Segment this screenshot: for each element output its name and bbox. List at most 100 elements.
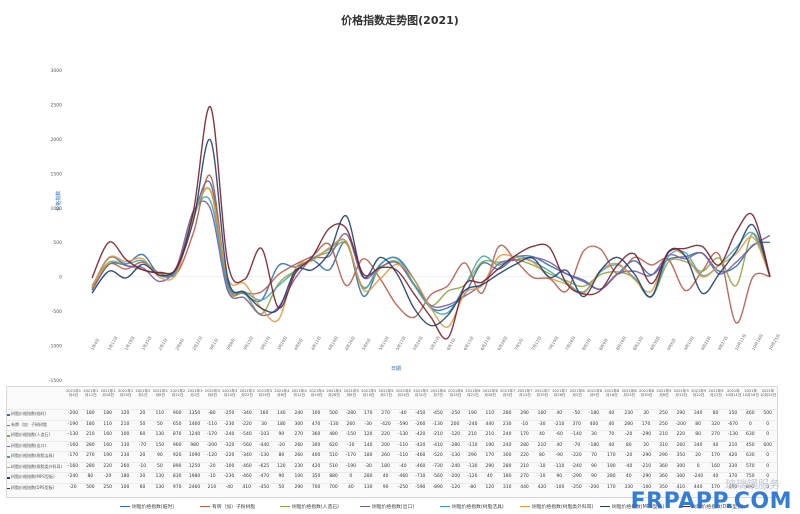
table-cell: 200 bbox=[450, 421, 460, 427]
table-cell: 370 bbox=[728, 474, 738, 479]
table-cell: 400 bbox=[311, 453, 321, 458]
table-header-cell: 2021年7月19日 bbox=[534, 389, 550, 398]
table-cell: 40 bbox=[556, 411, 563, 416]
legend-line-icon bbox=[680, 505, 690, 508]
table-cell: -240 bbox=[224, 432, 235, 437]
table-cell: -250 bbox=[397, 484, 409, 490]
table-cell: -80 bbox=[208, 411, 216, 416]
table-cell: -240 bbox=[693, 474, 704, 479]
table-header-cell: 2021年5月10日 bbox=[361, 389, 377, 398]
table-cell: 180 bbox=[86, 421, 95, 427]
y-tick-label: 2000 bbox=[51, 137, 63, 143]
table-cell: -20 bbox=[104, 474, 112, 479]
table-cell: 290 bbox=[485, 463, 495, 469]
table-cell: 280 bbox=[502, 463, 512, 469]
table-cell: 240 bbox=[502, 432, 512, 437]
table-cell: 50 bbox=[156, 463, 163, 469]
table-cell: 40 bbox=[608, 442, 615, 448]
legend-label: 树脂价格指数(临时) bbox=[132, 505, 175, 510]
table-cell: -50 bbox=[572, 411, 581, 416]
table-cell: 210 bbox=[485, 432, 495, 437]
line-chart: 3000 2500 2000 1500 1000 500 0 -500 -1000 -1500 价格… bbox=[49, 68, 781, 384]
y-tick-label: -1500 bbox=[49, 378, 62, 384]
table-cell: -290 bbox=[640, 432, 652, 437]
table-cell: -420 bbox=[415, 432, 426, 437]
table-cell: 80 bbox=[539, 453, 545, 458]
table-cell: 80 bbox=[695, 432, 702, 437]
x-tick-label: 2月22日 bbox=[191, 335, 203, 351]
table-cell: -100 bbox=[224, 463, 235, 469]
table-cell: 70 bbox=[608, 432, 615, 437]
table-header-cell: 2021年8月16日 bbox=[604, 389, 620, 398]
table-cell: -200 bbox=[588, 484, 600, 490]
table-cell: 20 bbox=[695, 453, 702, 458]
legend-line-icon bbox=[280, 505, 290, 508]
table-row-label: 树脂价格指数(出口) bbox=[11, 442, 47, 448]
table-cell: 320 bbox=[711, 421, 720, 427]
y-axis: 3000 2500 2000 1500 1000 500 0 -500 -1000 -1500 价格… bbox=[49, 68, 770, 384]
table-header-cell: 2021年10月11日 bbox=[725, 389, 742, 398]
x-tick-label: 8月16日 bbox=[615, 335, 627, 351]
legend-label: 树脂价格指数(树脂类外科耳) bbox=[532, 505, 594, 510]
legend-line-icon bbox=[200, 505, 210, 508]
x-tick-label: 5月17日 bbox=[395, 335, 407, 351]
table-cell: -420 bbox=[415, 442, 426, 448]
table-cell: -230 bbox=[224, 474, 235, 479]
table-cell: -130 bbox=[467, 463, 478, 469]
table-cell: 500 bbox=[86, 484, 95, 490]
legend-swatch bbox=[7, 487, 10, 489]
table-cell: -460 bbox=[241, 463, 252, 469]
table-cell: 280 bbox=[624, 421, 633, 427]
table-cell: 240 bbox=[502, 442, 512, 448]
table-cell: 630 bbox=[745, 453, 755, 458]
x-tick-label: 3月15日 bbox=[242, 335, 254, 351]
chart-title: 价格指数走势图(2021) bbox=[341, 14, 459, 27]
table-header-cell: 2021年4月19日 bbox=[309, 389, 325, 398]
table-cell: -460 bbox=[415, 453, 426, 458]
table-cell: 260 bbox=[381, 453, 390, 458]
table-cell: 170 bbox=[607, 484, 616, 490]
table-cell: 40 bbox=[556, 442, 563, 448]
table-cell: -70 bbox=[138, 442, 147, 448]
x-tick-label: 6月21日 bbox=[479, 335, 491, 351]
table-cell: -130 bbox=[449, 453, 461, 458]
table-cell: 330 bbox=[728, 463, 738, 469]
table-cell: 140 bbox=[363, 442, 373, 448]
table-cell: 250 bbox=[103, 484, 113, 490]
table-cell: -410 bbox=[432, 442, 443, 448]
table-cell: 130 bbox=[155, 432, 165, 437]
y-axis-label: 价格指数 bbox=[55, 191, 62, 211]
table-header-cell: 2021年4月6日 bbox=[274, 389, 290, 398]
table-cell: -450 bbox=[432, 411, 443, 416]
table-cell: 40 bbox=[347, 484, 354, 490]
table-cell: -120 bbox=[467, 474, 478, 479]
table-cell: 0 bbox=[748, 421, 752, 427]
table-cell: 130 bbox=[120, 442, 130, 448]
table-cell: -220 bbox=[241, 421, 252, 427]
table-cell: 510 bbox=[329, 463, 338, 469]
x-tick-label: 7月26日 bbox=[564, 335, 576, 351]
table-cell: 310 bbox=[502, 484, 512, 490]
x-tick-label: 8月2日 bbox=[581, 337, 592, 351]
table-cell: -10 bbox=[538, 474, 546, 479]
table-cell: 180 bbox=[363, 453, 373, 458]
x-tick-label: 3月22日 bbox=[259, 335, 271, 351]
table-cell: 260 bbox=[120, 463, 130, 469]
table-cell: 270 bbox=[381, 411, 390, 416]
table-cell: 40 bbox=[625, 474, 632, 479]
series-line bbox=[91, 180, 771, 312]
legend-item: 树脂价格指数(DPS型板) bbox=[680, 503, 744, 510]
table-cell: 230 bbox=[120, 453, 130, 458]
table-cell: -130 bbox=[727, 432, 738, 437]
table-cell: 290 bbox=[659, 453, 668, 458]
table-row-label: 有牌（加）子粉树脂 bbox=[11, 421, 47, 427]
legend-swatch bbox=[7, 424, 10, 426]
table-cell: 0 bbox=[766, 474, 770, 479]
table-cell: 470 bbox=[311, 421, 321, 427]
table-cell: 40 bbox=[608, 411, 615, 416]
table-cell: 700 bbox=[329, 484, 338, 490]
table-cell: 290 bbox=[676, 411, 686, 416]
table-header-cell: 2021年7月12日 bbox=[517, 389, 533, 398]
table-header-cell: 2021年1月11日 bbox=[83, 389, 99, 398]
table-header-cell: 2021年1月25日 bbox=[118, 389, 134, 398]
